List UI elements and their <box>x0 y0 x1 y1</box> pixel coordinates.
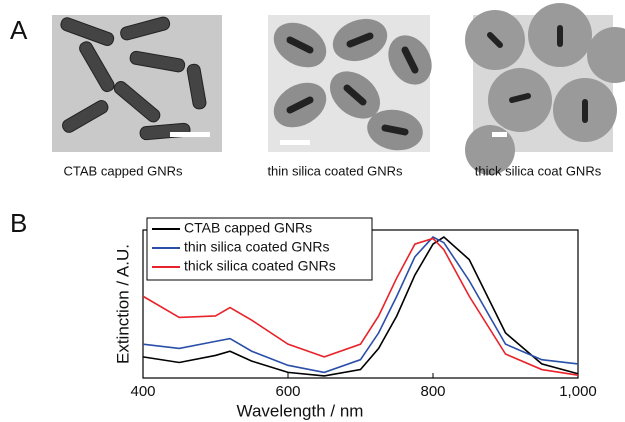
panel-label: B <box>10 208 27 238</box>
tem-image <box>268 15 432 152</box>
x-tick-label: 600 <box>275 383 300 400</box>
x-axis-label: Wavelength / nm <box>237 401 364 420</box>
legend-box <box>146 217 373 281</box>
legend-label: CTAB capped GNRs <box>184 220 312 236</box>
panel-label: A <box>10 15 28 45</box>
series-line <box>142 237 579 376</box>
series-line <box>142 236 579 377</box>
legend-label: thick silica coated GNRs <box>184 258 336 274</box>
x-tick-label: 800 <box>420 383 445 400</box>
legend-label: thin silica coated GNRs <box>184 239 330 255</box>
series-line <box>142 236 579 374</box>
caption: CTAB capped GNRs <box>64 163 183 178</box>
tem-image <box>465 3 625 175</box>
caption: thin silica coated GNRs <box>267 163 403 178</box>
x-tick-label: 400 <box>130 383 155 400</box>
y-axis-label: Extinction / A.U. <box>113 244 132 364</box>
tem-image <box>52 15 222 152</box>
caption: thick silica coat GNRs <box>475 163 602 178</box>
x-tick-label: 1,000 <box>559 383 597 400</box>
